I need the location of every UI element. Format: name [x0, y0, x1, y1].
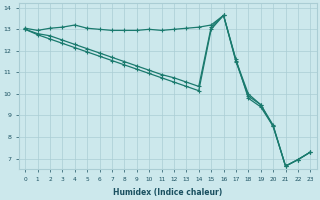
X-axis label: Humidex (Indice chaleur): Humidex (Indice chaleur)	[113, 188, 222, 197]
